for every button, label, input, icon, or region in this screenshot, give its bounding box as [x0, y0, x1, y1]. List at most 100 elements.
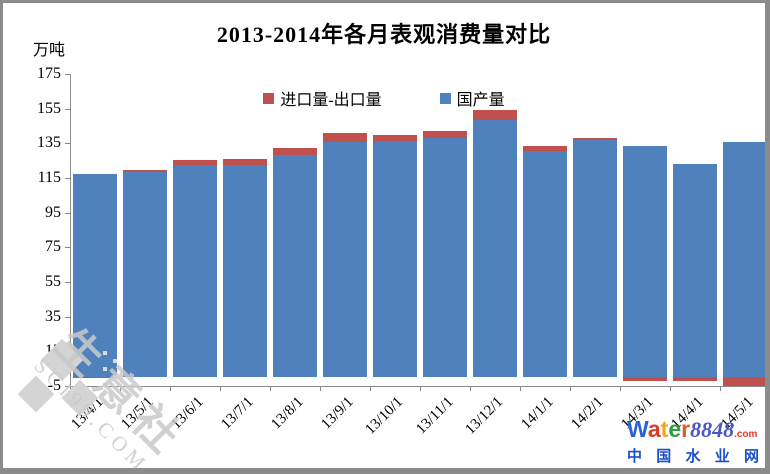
- watermark-brand-letter: t: [660, 416, 669, 442]
- y-axis-tick: [65, 143, 70, 145]
- legend-swatch-red: [263, 92, 275, 104]
- bar-net-import-segment: [323, 132, 367, 142]
- bar-domestic-segment: [673, 164, 717, 378]
- watermark-subtitle-char: 网: [743, 448, 759, 465]
- watermark-sci-cn: 生意社: [45, 319, 195, 469]
- y-axis-tick-label: 15: [45, 342, 61, 360]
- x-axis-label: 13/12/1: [462, 394, 507, 438]
- y-axis-tick: [65, 316, 70, 318]
- x-axis-label: 13/6/1: [167, 394, 207, 433]
- y-axis-tick-label: -5: [47, 376, 61, 394]
- bar-domestic-segment: [73, 174, 117, 378]
- y-axis-tick: [65, 212, 70, 214]
- x-axis-tick: [470, 385, 471, 391]
- bar-domestic-segment: [223, 164, 267, 378]
- y-axis-tick-label: 35: [45, 307, 61, 325]
- bar-net-import-segment: [623, 377, 667, 381]
- watermark-subtitle-char: 业: [714, 448, 730, 465]
- y-axis-tick-label: 155: [37, 99, 61, 117]
- chart-title: 2013-2014年各月表观消费量对比: [216, 22, 552, 47]
- bar-domestic-segment: [173, 164, 217, 378]
- bar-net-import-segment: [273, 147, 317, 155]
- watermark-brand-letter: a: [647, 416, 661, 442]
- bar-net-import-segment: [173, 159, 217, 165]
- y-axis-tick-label: 115: [37, 168, 61, 186]
- x-axis-label: 13/5/1: [117, 394, 157, 433]
- bar-net-import-segment: [523, 145, 567, 152]
- x-axis-tick: [620, 385, 621, 391]
- bar-net-import-segment: [223, 158, 267, 165]
- y-axis-tick: [65, 247, 70, 249]
- x-axis-tick: [420, 385, 421, 391]
- bar-domestic-segment: [723, 141, 765, 378]
- x-axis-tick: [320, 385, 321, 391]
- watermark-brand-letter: r: [681, 416, 691, 442]
- legend-label: 国产量: [456, 92, 505, 109]
- x-axis-tick: [220, 385, 221, 391]
- bar-net-import-segment: [123, 170, 167, 172]
- x-axis-tick: [720, 385, 721, 391]
- y-axis-tick-label: 75: [45, 238, 61, 256]
- bar-domestic-segment: [273, 154, 317, 378]
- bar-domestic-segment: [123, 171, 167, 378]
- y-axis-tick: [65, 351, 70, 353]
- legend: 进口量-出口量 国产量: [3, 86, 765, 110]
- y-axis-tick: [65, 177, 70, 179]
- bar-domestic-segment: [523, 151, 567, 378]
- bar-domestic-segment: [573, 139, 617, 378]
- watermark-subtitle-char: 水: [685, 448, 701, 465]
- x-axis-label: 13/9/1: [317, 394, 357, 433]
- watermark-brand-letter: W: [627, 416, 648, 442]
- watermark-brand-dotcom: .com: [734, 429, 758, 440]
- y-axis-line: [70, 74, 71, 386]
- bar-domestic-segment: [373, 140, 417, 378]
- watermark-subtitle: 中国水业网: [627, 447, 759, 466]
- x-axis-tick: [670, 385, 671, 391]
- bar-net-import-segment: [473, 110, 517, 120]
- y-axis-tick-label: 175: [37, 65, 61, 82]
- y-axis-tick: [65, 74, 70, 75]
- y-axis-tick: [65, 281, 70, 283]
- bar-net-import-segment: [673, 377, 717, 381]
- x-axis-label: 13/8/1: [267, 394, 307, 433]
- x-axis-line: [70, 385, 765, 387]
- x-axis-tick: [70, 385, 71, 391]
- legend-swatch-blue: [439, 92, 451, 104]
- watermark-brand-number: 8848: [690, 417, 735, 442]
- x-axis-tick: [370, 385, 371, 391]
- x-axis-tick: [170, 385, 171, 391]
- y-axis-tick-label: 95: [45, 203, 61, 221]
- x-axis-label: 13/10/1: [362, 394, 407, 438]
- bar-net-import-segment: [423, 131, 467, 139]
- bar-net-import-segment: [723, 377, 765, 386]
- watermark-subtitle-char: 中: [627, 448, 643, 465]
- x-axis-tick: [520, 385, 521, 391]
- bar-net-import-segment: [573, 138, 617, 140]
- x-axis-label: 14/1/1: [517, 394, 557, 433]
- watermark-water8848: Water8848.com 中国水业网: [627, 417, 759, 466]
- watermark-brand-letters: Water: [627, 416, 690, 442]
- y-axis-tick: [65, 108, 70, 110]
- x-axis-label: 13/7/1: [217, 394, 257, 433]
- y-axis-tick-label: 135: [37, 134, 61, 152]
- legend-item-domestic: 国产量: [439, 86, 505, 110]
- x-axis-label: 13/4/1: [67, 394, 107, 433]
- bar-domestic-segment: [423, 138, 467, 378]
- x-axis-label: 14/2/1: [567, 394, 607, 433]
- x-axis-tick: [120, 385, 121, 391]
- legend-item-net-import: 进口量-出口量: [263, 86, 382, 110]
- x-axis-tick: [570, 385, 571, 391]
- bar-domestic-segment: [323, 141, 367, 378]
- x-axis-label: 13/11/1: [412, 394, 457, 438]
- watermark-brand: Water8848.com: [627, 417, 759, 447]
- y-axis-unit-label: 万吨: [33, 42, 66, 59]
- bar-net-import-segment: [373, 134, 417, 141]
- bar-net-import-segment: [73, 377, 117, 379]
- x-axis-tick: [270, 385, 271, 391]
- legend-label: 进口量-出口量: [280, 92, 382, 109]
- watermark-subtitle-char: 国: [656, 448, 672, 465]
- bar-domestic-segment: [473, 119, 517, 378]
- watermark-brand-letter: e: [668, 416, 682, 442]
- bar-domestic-segment: [623, 145, 667, 378]
